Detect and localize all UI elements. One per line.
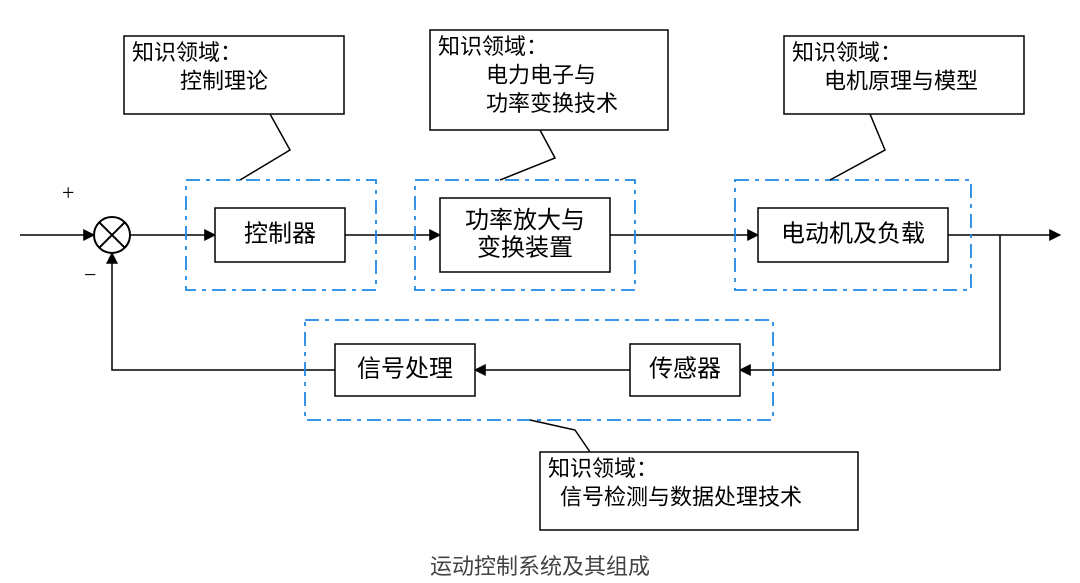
block-motor-label-0: 电动机及负载 bbox=[781, 221, 925, 248]
callout-c1-line-1: 控制理论 bbox=[180, 69, 268, 94]
callout-c2-line-1: 电力电子与 bbox=[486, 63, 596, 88]
callout-c2-line-0: 知识领域： bbox=[438, 34, 548, 59]
control-system-diagram: +−控制器功率放大与变换装置电动机及负载传感器信号处理知识领域：控制理论知识领域… bbox=[0, 0, 1080, 583]
callout-c3-line-1: 电机原理与模型 bbox=[824, 69, 978, 94]
block-controller-label-0: 控制器 bbox=[244, 221, 316, 248]
callout-c4-line-0: 知识领域： bbox=[548, 456, 658, 481]
plus-sign: + bbox=[62, 180, 74, 205]
block-sensor-label-0: 传感器 bbox=[649, 356, 721, 383]
callout-c3-line-0: 知识领域： bbox=[792, 40, 902, 65]
block-power-label-1: 变换装置 bbox=[477, 234, 573, 261]
caption: 运动控制系统及其组成 bbox=[430, 554, 650, 579]
callout-c1-line-0: 知识领域： bbox=[132, 40, 242, 65]
callout-c2-line-2: 功率变换技术 bbox=[486, 91, 618, 116]
block-power-label-0: 功率放大与 bbox=[465, 207, 585, 234]
block-signal-label-0: 信号处理 bbox=[357, 356, 453, 383]
minus-sign: − bbox=[84, 262, 96, 287]
callout-c4-line-1: 信号检测与数据处理技术 bbox=[560, 485, 802, 510]
